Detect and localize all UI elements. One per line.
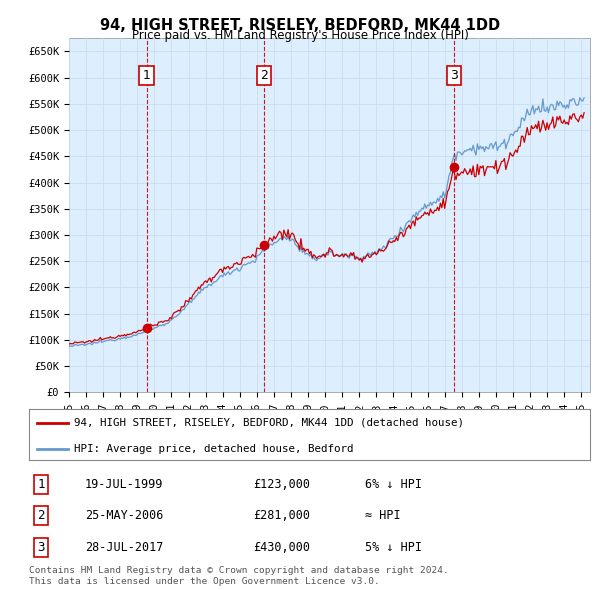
Text: Contains HM Land Registry data © Crown copyright and database right 2024.
This d: Contains HM Land Registry data © Crown c… [29, 566, 449, 586]
Text: ≈ HPI: ≈ HPI [365, 509, 401, 522]
Text: 94, HIGH STREET, RISELEY, BEDFORD, MK44 1DD: 94, HIGH STREET, RISELEY, BEDFORD, MK44 … [100, 18, 500, 32]
Text: 19-JUL-1999: 19-JUL-1999 [85, 478, 163, 491]
Text: 1: 1 [37, 478, 45, 491]
Text: 28-JUL-2017: 28-JUL-2017 [85, 541, 163, 554]
Text: £123,000: £123,000 [253, 478, 310, 491]
Text: 1: 1 [143, 69, 151, 82]
Text: £281,000: £281,000 [253, 509, 310, 522]
Text: 94, HIGH STREET, RISELEY, BEDFORD, MK44 1DD (detached house): 94, HIGH STREET, RISELEY, BEDFORD, MK44 … [74, 418, 464, 428]
Text: 25-MAY-2006: 25-MAY-2006 [85, 509, 163, 522]
Text: 6% ↓ HPI: 6% ↓ HPI [365, 478, 422, 491]
Text: HPI: Average price, detached house, Bedford: HPI: Average price, detached house, Bedf… [74, 444, 353, 454]
Text: 3: 3 [37, 541, 45, 554]
Text: 2: 2 [260, 69, 268, 82]
Text: 3: 3 [451, 69, 458, 82]
Text: £430,000: £430,000 [253, 541, 310, 554]
Text: 2: 2 [37, 509, 45, 522]
Text: Price paid vs. HM Land Registry's House Price Index (HPI): Price paid vs. HM Land Registry's House … [131, 29, 469, 42]
Text: 5% ↓ HPI: 5% ↓ HPI [365, 541, 422, 554]
